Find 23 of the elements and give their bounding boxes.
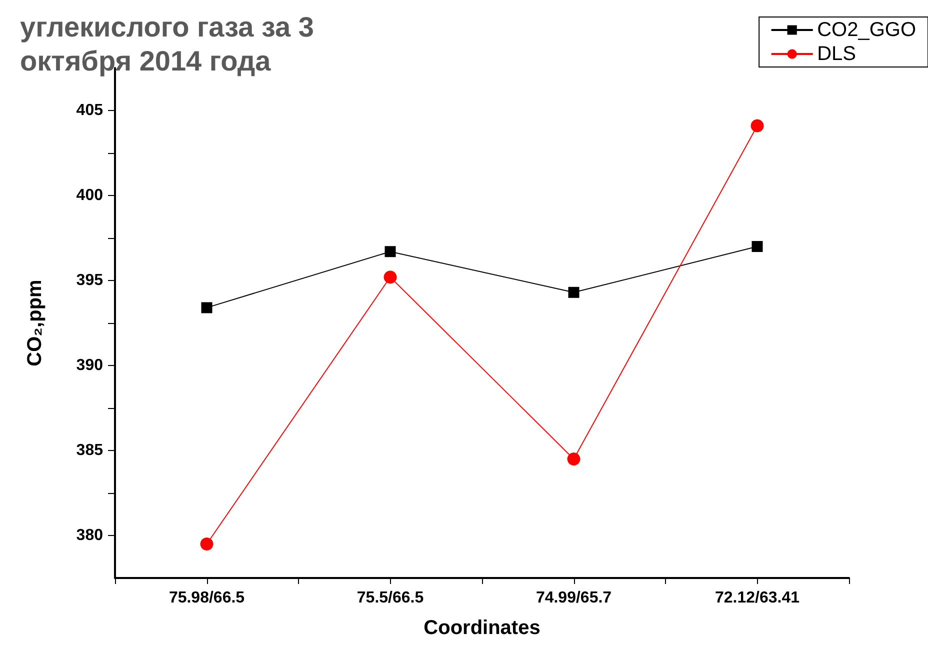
y-tick-label: 395 xyxy=(76,272,104,289)
point xyxy=(201,302,212,314)
x-tick-label: 75.98/66.5 xyxy=(168,590,245,606)
y-tick-label: 380 xyxy=(76,527,104,544)
y-tick-label: 390 xyxy=(76,357,104,374)
legend-label: CO2_GGO xyxy=(817,19,916,41)
point xyxy=(200,538,214,550)
point xyxy=(752,241,763,252)
chart-title: углекислого газа за 3 октября 2014 года xyxy=(20,12,346,76)
y-tick-label: 405 xyxy=(76,102,104,119)
x-tick-label: 74.99/65.7 xyxy=(536,590,612,606)
y-tick-label: 400 xyxy=(76,187,104,204)
y-tick-label: 385 xyxy=(76,442,104,459)
point xyxy=(384,270,397,284)
legend-label: DLS xyxy=(817,43,856,65)
point xyxy=(568,286,580,298)
point xyxy=(567,452,580,466)
x-tick-label: 75.5/66.5 xyxy=(356,590,424,606)
point xyxy=(384,246,396,258)
x-axis-title: Coordinates xyxy=(424,617,540,639)
x-tick-label: 72.12/63.41 xyxy=(714,590,800,606)
point xyxy=(750,119,764,132)
y-axis-title: CO₂,ppm xyxy=(24,280,46,366)
